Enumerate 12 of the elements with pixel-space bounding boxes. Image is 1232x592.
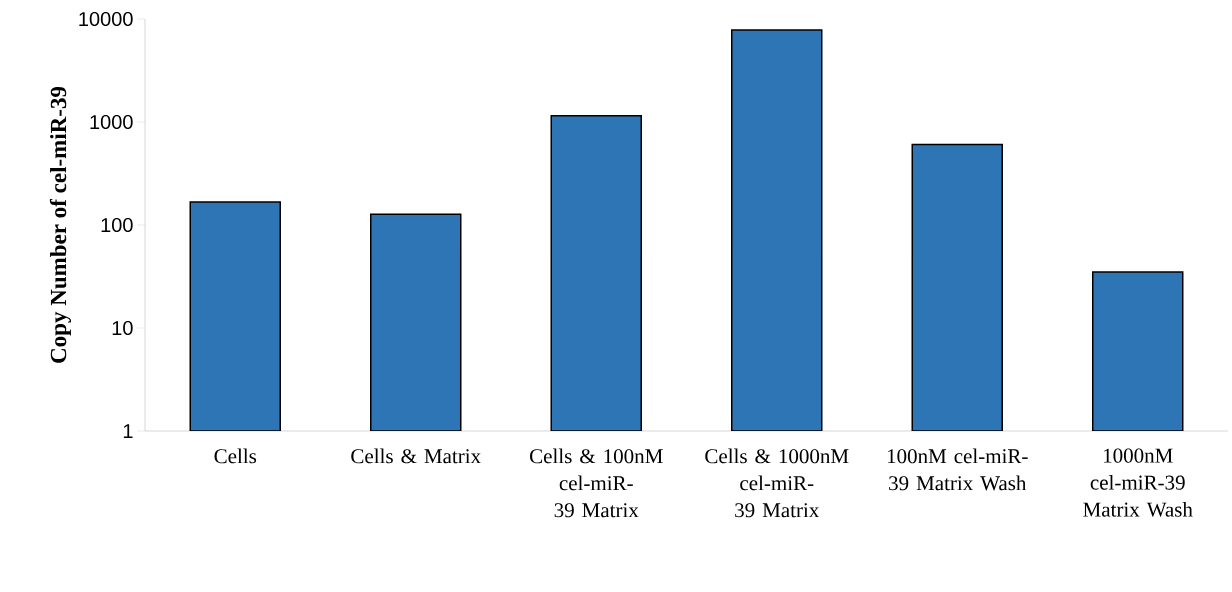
y-axis-title: Copy Number of cel-miR-39 (49, 86, 71, 363)
x-tick-label: 1000nM cel-miR-39 Matrix Wash (1083, 448, 1193, 517)
y-tick-label: 1 (123, 424, 133, 438)
x-tick-label: Cells & 1000nM cel-miR-39 Matrix (705, 448, 849, 518)
y-tick-label: 1000 (90, 114, 133, 130)
x-tick-label: Cells (214, 448, 257, 464)
x-tick-label: Cells & Matrix (351, 448, 481, 464)
y-tick-label: 100 (101, 217, 133, 233)
x-tick-label: Cells & 100nM cel-miR-39 Matrix (530, 448, 663, 518)
y-tick-label: 10 (112, 320, 133, 336)
x-tick-label: 100nM cel-miR-39 Matrix Wash (887, 448, 1028, 491)
y-tick-label: 10000 (79, 11, 133, 27)
